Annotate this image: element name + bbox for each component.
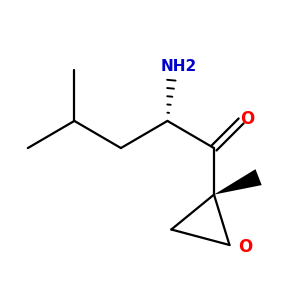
Text: O: O bbox=[238, 238, 252, 256]
Polygon shape bbox=[214, 169, 262, 195]
Text: NH2: NH2 bbox=[161, 59, 197, 74]
Text: O: O bbox=[240, 110, 254, 128]
